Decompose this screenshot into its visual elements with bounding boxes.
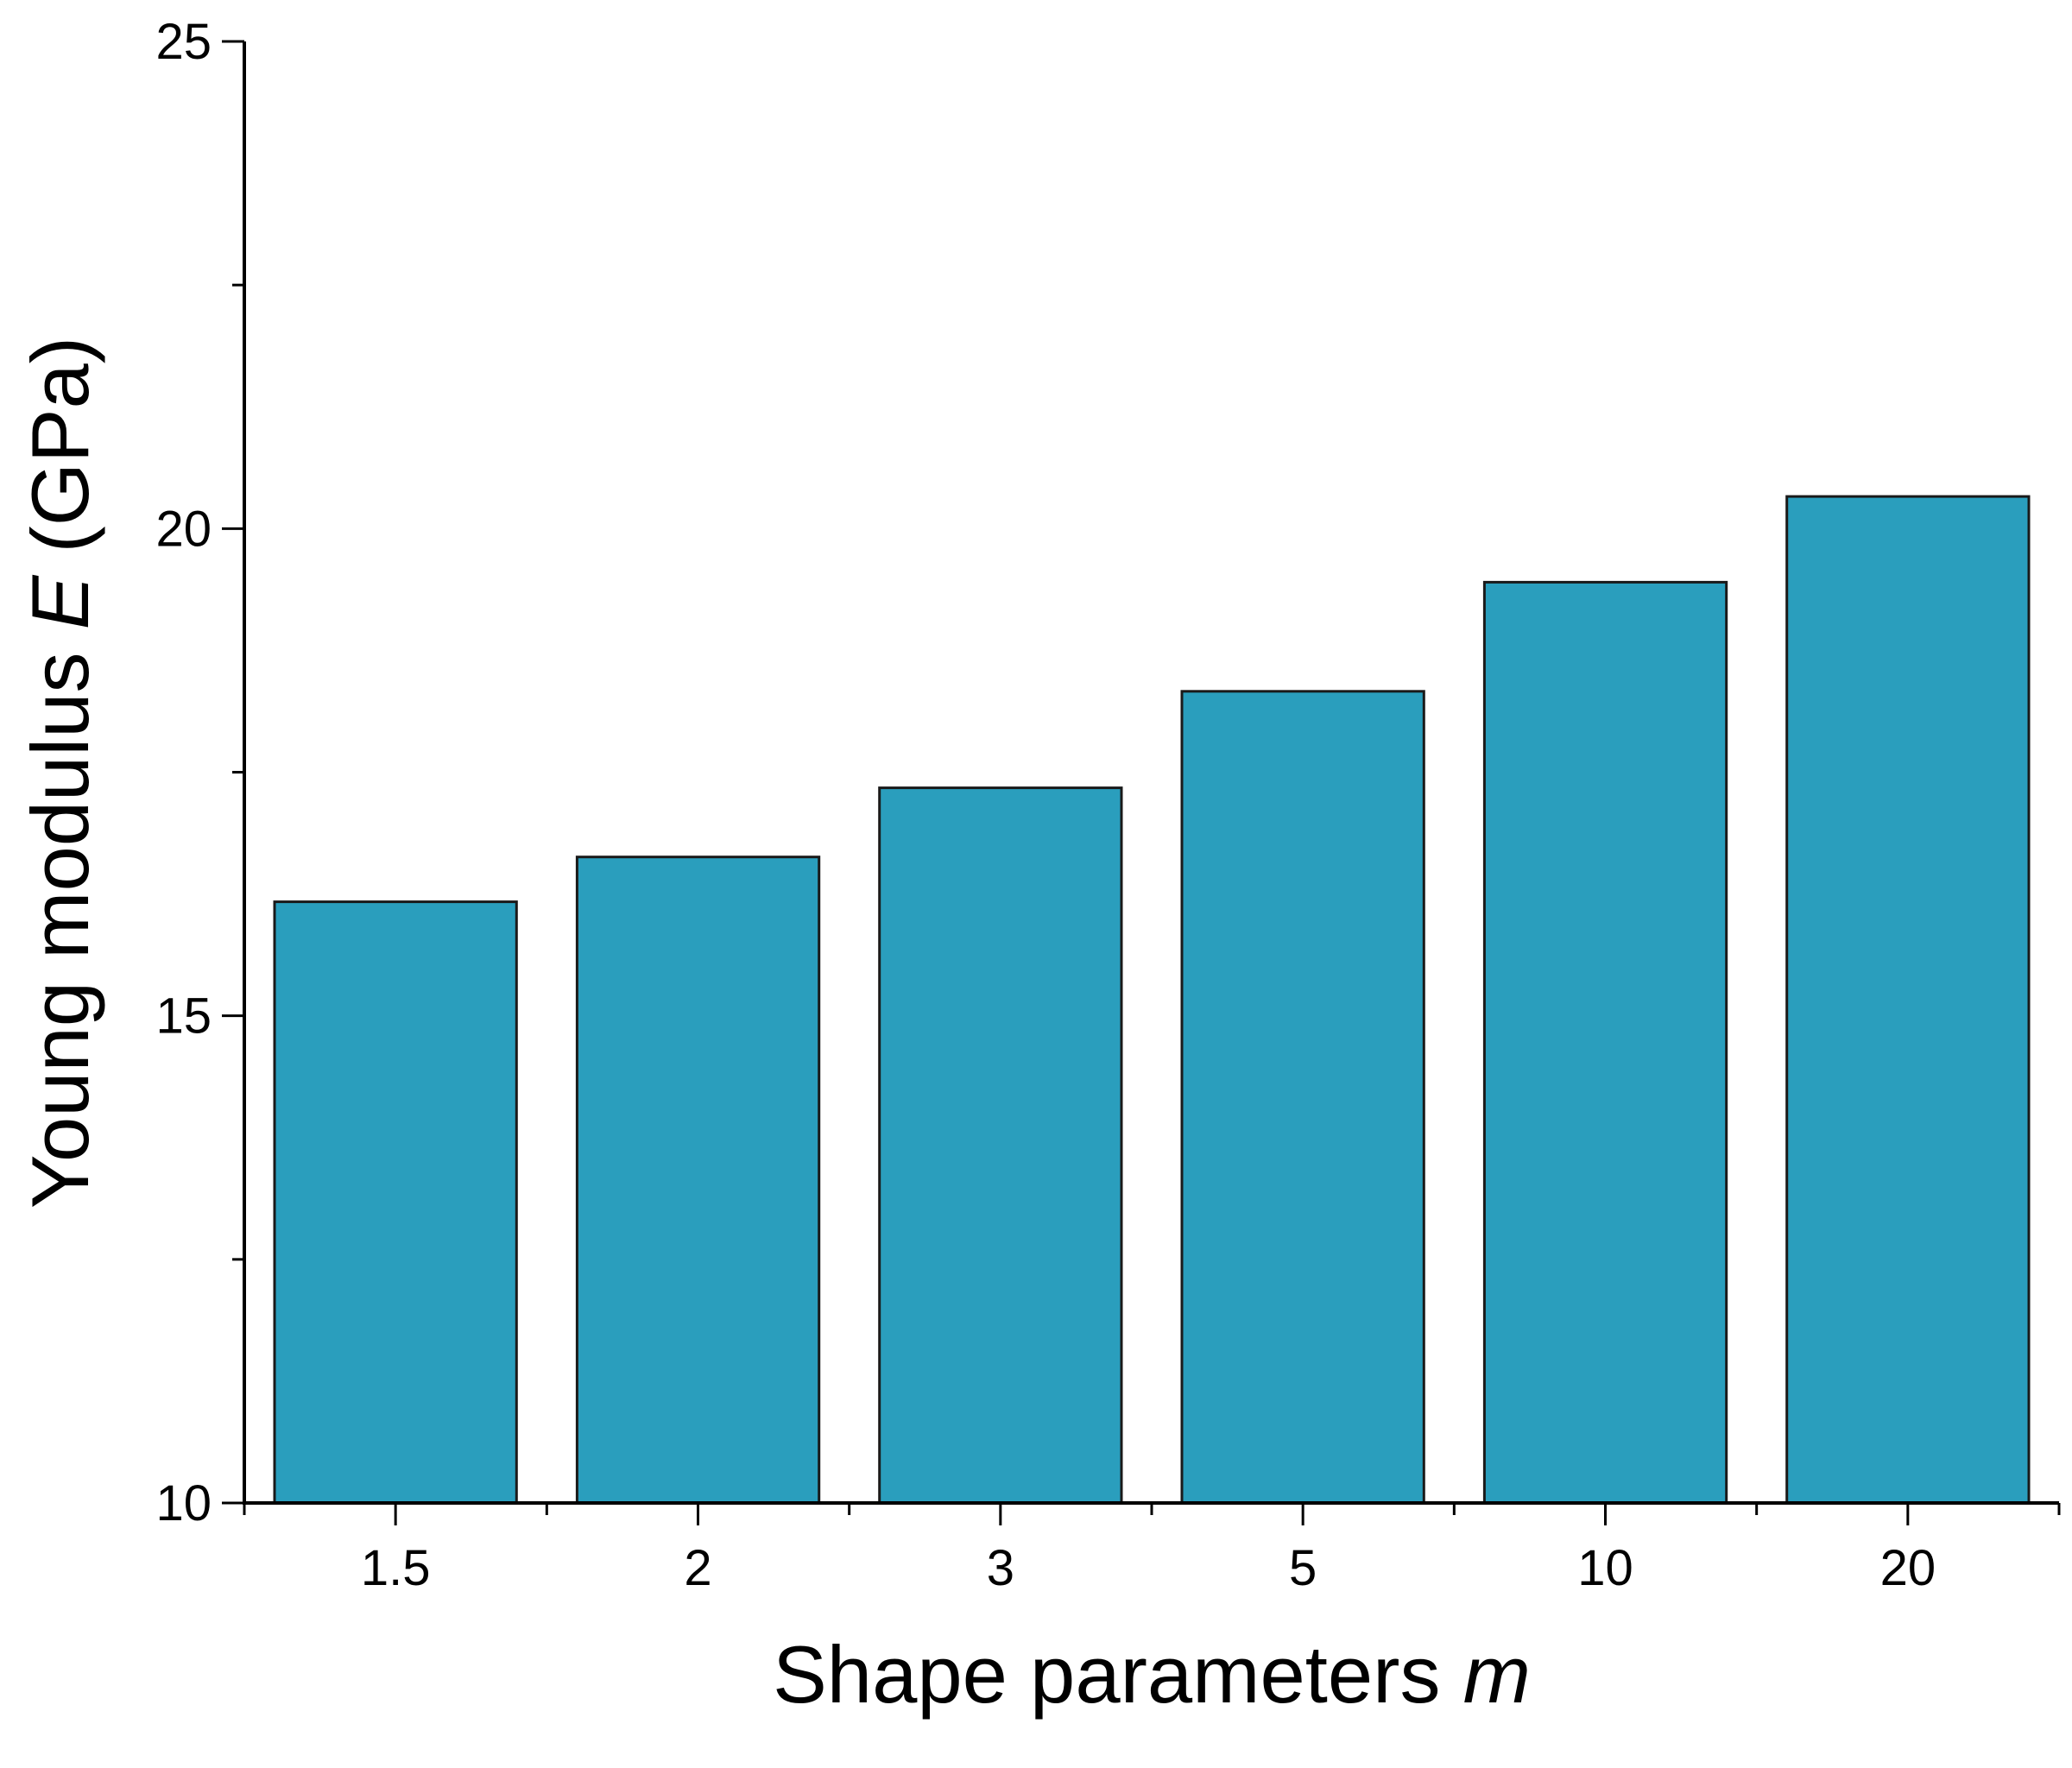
y-axis-title-symbol: E: [15, 574, 105, 629]
bar-2: [575, 856, 821, 1505]
x-tick-label-20: 20: [1880, 1540, 1936, 1596]
bar-20: [1785, 495, 2031, 1505]
bar-10: [1482, 580, 1728, 1505]
bar-1-5: [273, 900, 518, 1505]
x-axis-title-text: Shape parameters: [773, 1629, 1462, 1720]
x-tick-label-10: 10: [1577, 1540, 1633, 1596]
y-axis-title-text: Young modulus: [15, 629, 105, 1209]
x-axis-title-symbol: m: [1463, 1629, 1531, 1720]
x-axis-title: Shape parameters m: [773, 1629, 1531, 1720]
x-tick-label-3: 3: [987, 1540, 1014, 1596]
bars-group: [273, 495, 2031, 1505]
y-ticks-group: 10 15 20 25: [155, 14, 244, 1531]
x-tick-label-2: 2: [684, 1540, 711, 1596]
y-axis-title-unit: (GPa): [15, 337, 105, 576]
y-axis-title: Young modulus E (GPa): [15, 337, 105, 1209]
bar-5: [1180, 690, 1425, 1505]
x-tick-label-1-5: 1.5: [361, 1540, 431, 1596]
y-tick-label-15: 15: [155, 988, 212, 1045]
y-tick-label-25: 25: [155, 14, 212, 70]
x-ticks-group: 1.5 2 3 5 10 20: [243, 1503, 2061, 1596]
y-tick-label-10: 10: [155, 1475, 212, 1531]
y-tick-label-20: 20: [155, 501, 212, 557]
x-tick-label-5: 5: [1289, 1540, 1317, 1596]
bar-3: [878, 786, 1123, 1505]
